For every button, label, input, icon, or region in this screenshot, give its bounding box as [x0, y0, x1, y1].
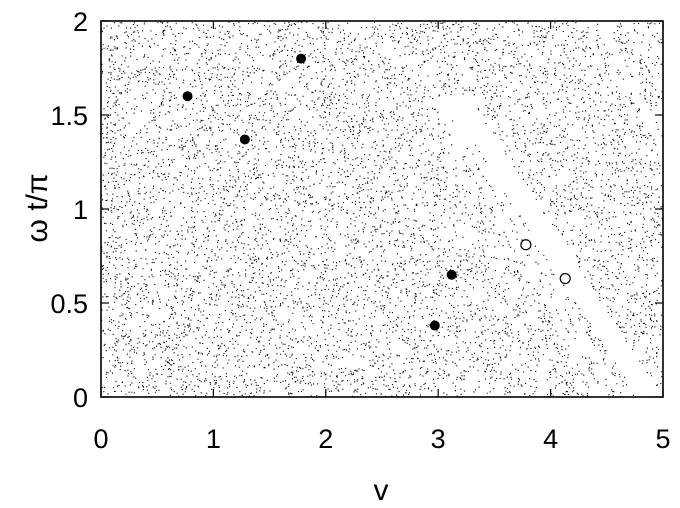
x-tick-label: 0: [93, 424, 108, 454]
filled-point-1: [182, 91, 193, 102]
y-axis-title: ω t/π: [21, 173, 54, 242]
tick-layer: 0 1 2 3 4 5 0 0.5 1 1.5 2: [50, 7, 670, 454]
open-point-1: [520, 239, 532, 251]
plot-background: [101, 21, 663, 397]
x-tick-label: 2: [318, 424, 333, 454]
filled-point-4: [446, 269, 457, 280]
y-tick-label: 1.5: [50, 101, 88, 131]
filled-point-5: [429, 320, 440, 331]
filled-point-2: [239, 134, 250, 145]
y-tick-label: 0: [73, 383, 88, 413]
x-tick-label: 3: [431, 424, 446, 454]
x-tick-label: 4: [543, 424, 558, 454]
x-tick-label: 5: [655, 424, 670, 454]
y-tick-label: 2: [73, 7, 88, 37]
filled-point-3: [296, 53, 307, 64]
x-axis-title: v: [374, 474, 389, 507]
marker-layer: [182, 53, 571, 331]
y-tick-label: 0.5: [50, 289, 88, 319]
y-tick-label: 1: [73, 195, 88, 225]
x-tick-label: 1: [206, 424, 221, 454]
open-point-2: [559, 272, 571, 285]
